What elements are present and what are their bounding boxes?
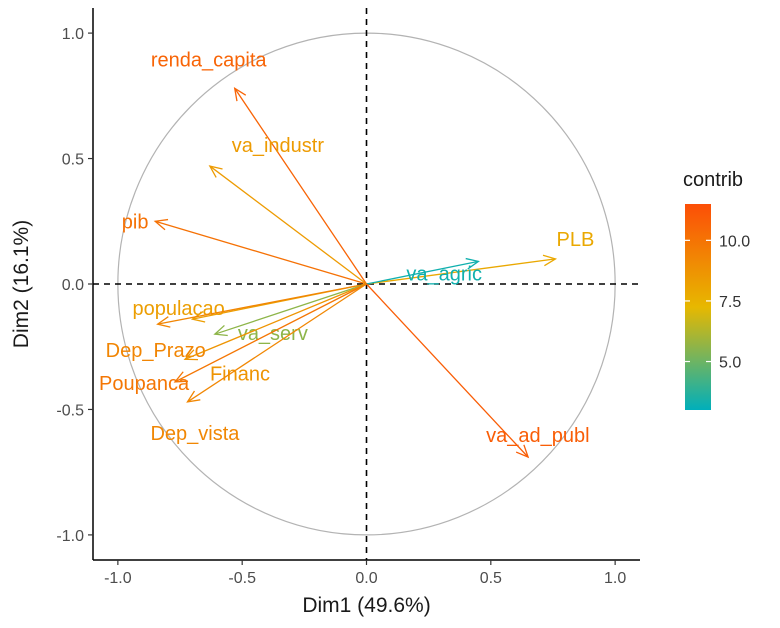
label-va-serv: va_serv [238,323,308,345]
arrowhead-populacao [190,311,206,323]
label-financ: Financ [210,363,270,385]
arrowhead-pib [153,218,169,231]
arrowhead-renda-capita [233,86,247,102]
arrow-va-serv [214,283,367,335]
label-renda-capita: renda_capita [151,49,268,71]
arrowhead-poupanca [173,371,189,383]
arrow-va-industr [209,165,367,285]
arrowhead-va-industr [208,165,223,178]
arrow-financ [184,283,367,360]
legend-colorbar [685,204,711,410]
label-va-agric: va_agric [406,263,482,285]
legend-tick-label: 7.5 [719,294,741,311]
label-va-industr: va_industr [232,135,325,157]
arrow-dep-prazo [157,283,367,325]
arrowhead-va-serv [213,324,228,337]
arrow-pib [154,220,367,285]
y-tick-label: 1.0 [62,26,84,43]
label-populacao: populacao [132,298,224,320]
arrowhead-dep-prazo [156,316,171,328]
arrow-renda-capita [234,87,368,285]
y-tick-label: -1.0 [56,528,84,545]
legend-tick-label: 5.0 [719,355,741,372]
legend-title: contrib [683,169,743,191]
legend-tick-label: 10.0 [719,233,750,250]
arrowhead-va-agric [465,257,480,270]
arrow-dep-vista [187,283,367,403]
x-tick-label: -0.5 [228,570,256,587]
label-poupanca: Poupanca [99,373,190,395]
y-tick-label: -0.5 [56,402,84,419]
arrow-plb [366,258,556,285]
label-pib: pib [122,211,149,233]
label-dep-vista: Dep_vista [150,423,240,445]
arrow-va-ad-publ [366,283,529,458]
arrowhead-financ [183,349,199,361]
legend: contrib 5.0 7.5 10.0 [683,169,750,410]
arrowhead-dep-vista [186,390,201,403]
axes: -1.0 -0.5 0.0 0.5 1.0 -1.0 -0.5 0.0 0.5 1.0 Dim1 (… [10,8,640,617]
x-tick-label: 1.0 [604,570,626,587]
arrow-poupanca [174,283,367,383]
x-tick-label: 0.5 [480,570,502,587]
x-tick-label: 0.0 [355,570,377,587]
y-axis-title: Dim2 (16.1%) [10,220,33,348]
x-axis-title: Dim1 (49.6%) [302,594,430,617]
label-va-ad-publ: va_ad_publ [486,425,589,447]
y-tick-label: 0.0 [62,277,84,294]
y-tick-label: 0.5 [62,152,84,169]
label-plb: PLB [557,229,595,251]
x-tick-label: -1.0 [104,570,132,587]
arrowhead-plb [542,254,558,267]
label-dep-prazo: Dep_Prazo [106,340,206,362]
arrow-va-agric [366,260,479,285]
arrowhead-va-ad-publ [515,444,530,459]
